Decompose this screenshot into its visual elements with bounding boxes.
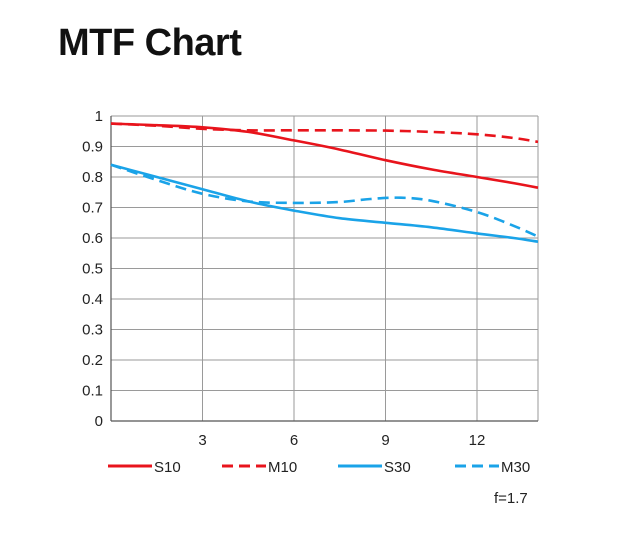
chart-legend: S10 M10 S30 M30 — [108, 459, 530, 476]
y-tick-label: 0.1 — [82, 383, 103, 400]
legend-label-s30: S30 — [384, 459, 411, 476]
x-tick-label: 6 — [290, 432, 298, 449]
series-line-s10 — [110, 122, 539, 189]
y-tick-label: 0.2 — [82, 352, 103, 369]
y-tick-label: 0.8 — [82, 169, 103, 186]
y-tick-label: 1 — [95, 108, 103, 125]
chart-series — [110, 122, 539, 243]
y-tick-label: 0.6 — [82, 230, 103, 247]
legend-label-s10: S10 — [154, 459, 181, 476]
series-line-m10 — [110, 122, 539, 144]
y-tick-label: 0.4 — [82, 291, 103, 308]
x-tick-label: 3 — [198, 432, 206, 449]
chart-title: MTF Chart — [58, 22, 242, 64]
y-tick-label: 0.5 — [82, 261, 103, 278]
y-tick-label: 0.9 — [82, 139, 103, 156]
y-tick-label: 0.3 — [82, 322, 103, 339]
y-tick-label: 0.7 — [82, 200, 103, 217]
chart-grid — [110, 115, 539, 422]
legend-label-m10: M10 — [268, 459, 297, 476]
x-tick-label: 12 — [469, 432, 486, 449]
aperture-note: f=1.7 — [494, 490, 528, 507]
chart-ticks: 0 0.1 0.2 0.3 0.4 0.5 0.6 0.7 0.8 0.9 1 3 6 9 12 — [82, 108, 485, 449]
x-tick-label: 9 — [381, 432, 389, 449]
y-tick-label: 0 — [95, 413, 103, 430]
series-line-m30 — [110, 163, 539, 238]
legend-label-m30: M30 — [501, 459, 530, 476]
series-line-s30 — [110, 163, 539, 243]
